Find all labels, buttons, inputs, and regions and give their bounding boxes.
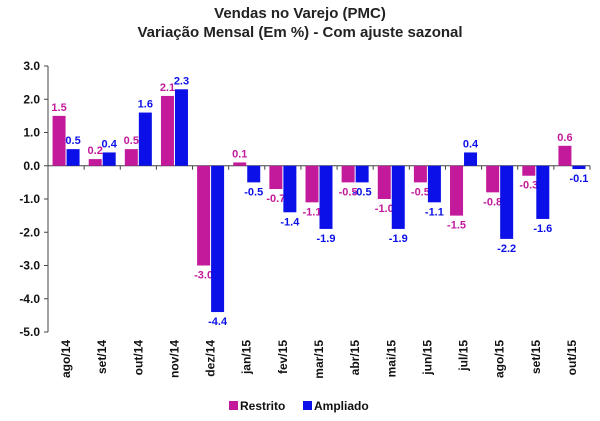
bar-ampliado bbox=[500, 165, 514, 239]
bar-ampliado bbox=[536, 165, 550, 219]
data-label-restrito: -1.0 bbox=[375, 203, 394, 215]
legend-label-ampliado: Ampliado bbox=[314, 399, 369, 413]
y-tick-label: -4.0 bbox=[19, 292, 40, 306]
x-tick-label: dez/14 bbox=[204, 340, 218, 377]
bar-ampliado bbox=[427, 165, 441, 203]
bar-ampliado bbox=[464, 152, 478, 166]
data-label-ampliado: -0.5 bbox=[244, 186, 263, 198]
data-label-ampliado: -0.5 bbox=[353, 186, 372, 198]
bar-restrito bbox=[233, 162, 247, 166]
bar-restrito bbox=[413, 165, 427, 183]
x-tick-label: jun/15 bbox=[420, 340, 434, 376]
bar-restrito bbox=[450, 165, 464, 216]
x-tick-label: out/14 bbox=[131, 340, 145, 376]
data-label-ampliado: -1.4 bbox=[280, 216, 300, 228]
data-label-ampliado: 0.4 bbox=[102, 138, 118, 150]
x-tick-label: out/15 bbox=[565, 340, 579, 376]
bar-restrito bbox=[305, 165, 319, 203]
y-tick-label: 3.0 bbox=[23, 59, 40, 73]
data-label-ampliado: -0.1 bbox=[569, 173, 588, 185]
x-tick-label: mar/15 bbox=[312, 340, 326, 379]
x-tick-label: set/15 bbox=[529, 340, 543, 374]
bar-ampliado bbox=[247, 165, 261, 183]
bar-ampliado bbox=[572, 165, 586, 170]
bar-restrito bbox=[558, 145, 572, 166]
data-label-ampliado: 2.3 bbox=[174, 75, 189, 87]
data-label-restrito: -0.3 bbox=[519, 180, 538, 192]
bar-ampliado bbox=[319, 165, 333, 229]
data-label-ampliado: 0.5 bbox=[65, 135, 80, 147]
x-tick-label: jul/15 bbox=[457, 340, 471, 372]
x-tick-label: set/14 bbox=[95, 340, 109, 374]
data-label-ampliado: 0.4 bbox=[463, 138, 479, 150]
y-tick-label: 0.0 bbox=[23, 159, 40, 173]
data-label-restrito: -0.5 bbox=[339, 186, 358, 198]
bar-restrito bbox=[377, 165, 391, 199]
y-tick-label: -2.0 bbox=[19, 225, 40, 239]
data-label-ampliado: 1.6 bbox=[138, 99, 153, 111]
bars: 1.50.20.52.1-3.00.1-0.7-1.1-0.5-1.0-0.5-… bbox=[51, 75, 588, 328]
legend-swatch-ampliado bbox=[303, 401, 312, 410]
x-tick-label: jan/15 bbox=[240, 340, 254, 375]
data-label-ampliado: -1.9 bbox=[389, 233, 408, 245]
bar-ampliado bbox=[66, 149, 80, 166]
bar-restrito bbox=[269, 165, 283, 190]
bar-restrito bbox=[88, 159, 102, 166]
data-label-restrito: 0.6 bbox=[557, 132, 572, 144]
y-tick-label: -5.0 bbox=[19, 325, 40, 339]
y-tick-label: 2.0 bbox=[23, 92, 40, 106]
data-label-restrito: 0.1 bbox=[232, 148, 247, 160]
x-tick-label: nov/14 bbox=[167, 340, 181, 378]
data-label-restrito: -0.5 bbox=[411, 186, 430, 198]
bar-ampliado bbox=[211, 165, 225, 313]
data-label-restrito: -0.8 bbox=[483, 196, 502, 208]
data-label-ampliado: -1.1 bbox=[425, 206, 444, 218]
data-label-restrito: 1.5 bbox=[51, 102, 66, 114]
bar-restrito bbox=[124, 149, 138, 166]
data-label-ampliado: -1.9 bbox=[317, 233, 336, 245]
data-label-restrito: 0.2 bbox=[88, 145, 103, 157]
data-label-restrito: -1.1 bbox=[303, 206, 322, 218]
legend-swatch-restrito bbox=[229, 401, 238, 410]
x-tick-label: abr/15 bbox=[348, 340, 362, 376]
bar-ampliado bbox=[174, 89, 188, 166]
bar-restrito bbox=[341, 165, 355, 183]
bar-restrito bbox=[52, 115, 66, 166]
bar-ampliado bbox=[391, 165, 405, 229]
bar-ampliado bbox=[102, 152, 116, 166]
data-label-restrito: 0.5 bbox=[124, 135, 139, 147]
bar-ampliado bbox=[283, 165, 297, 213]
x-tick-label: ago/14 bbox=[59, 340, 73, 378]
data-label-ampliado: -2.2 bbox=[497, 243, 516, 255]
data-label-restrito: -1.5 bbox=[447, 220, 466, 232]
data-label-restrito: 2.1 bbox=[160, 82, 175, 94]
axes: 3.0 2.0 1.0 0.0 -1.0 -2.0 -3.0 -4.0 -5.0 ago/14 se… bbox=[19, 59, 591, 379]
data-label-ampliado: -1.6 bbox=[533, 223, 552, 235]
y-tick-label: -3.0 bbox=[19, 259, 40, 273]
bar-ampliado bbox=[138, 112, 152, 166]
data-label-restrito: -3.0 bbox=[194, 270, 213, 282]
bar-restrito bbox=[486, 165, 500, 193]
x-tick-label: fev/15 bbox=[276, 340, 290, 374]
y-tick-label: -1.0 bbox=[19, 192, 40, 206]
x-tick-label: mai/15 bbox=[384, 340, 398, 378]
y-tick-label: 1.0 bbox=[23, 126, 40, 140]
bar-restrito bbox=[197, 165, 211, 266]
chart-title: Vendas no Varejo (PMC) bbox=[214, 5, 386, 22]
data-label-restrito: -0.7 bbox=[266, 193, 285, 205]
x-tick-label: ago/15 bbox=[493, 340, 507, 378]
bar-restrito bbox=[522, 165, 536, 176]
bar-ampliado bbox=[355, 165, 369, 183]
legend: Restrito Ampliado bbox=[229, 399, 369, 413]
legend-label-restrito: Restrito bbox=[240, 399, 285, 413]
data-label-ampliado: -4.4 bbox=[208, 316, 228, 328]
chart-subtitle: Variação Mensal (Em %) - Com ajuste sazo… bbox=[137, 24, 462, 41]
bar-restrito bbox=[160, 95, 174, 166]
